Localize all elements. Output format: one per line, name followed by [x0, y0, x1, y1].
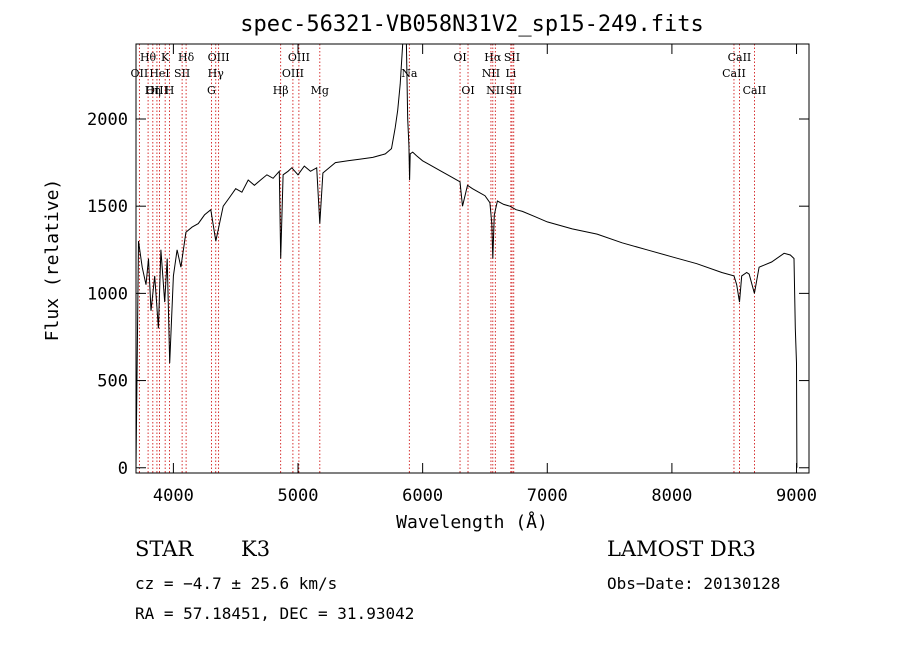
x-tick-label-3: 7000 — [527, 486, 568, 506]
line-label-2: OIII — [146, 84, 168, 97]
spectral-subclass: K3 — [241, 537, 271, 561]
x-tick-label-1: 5000 — [278, 486, 319, 506]
y-axis-ticks: 0 500 1000 1500 2000 — [87, 110, 809, 479]
line-label-17: OI — [453, 51, 466, 64]
line-label-12: Hβ — [273, 84, 289, 97]
line-label-20: NII — [482, 67, 500, 80]
line-label-5: K — [161, 51, 170, 64]
y-tick-label-2: 1000 — [87, 284, 128, 304]
line-label-9: OIII — [208, 51, 230, 64]
chart-title: spec-56321-VB058N31V2_sp15-249.fits — [240, 12, 704, 37]
y-tick-label-3: 1500 — [87, 197, 128, 217]
line-label-10: Hγ — [208, 67, 225, 80]
line-label-25: CaII — [728, 51, 752, 64]
line-label-14: OIII — [282, 67, 304, 80]
y-axis-label: Flux (relative) — [42, 179, 63, 342]
y-tick-label-4: 2000 — [87, 110, 128, 130]
plot-frame — [135, 43, 810, 474]
line-label-27: CaII — [743, 84, 767, 97]
object-type: STAR — [135, 537, 194, 561]
x-tick-label-2: 6000 — [402, 486, 443, 506]
line-label-15: Mg — [311, 84, 329, 97]
x-axis-ticks: 4000 5000 6000 7000 8000 9000 — [153, 44, 817, 506]
x-tick-label-4: 8000 — [651, 486, 692, 506]
line-label-3: HeI — [149, 67, 169, 80]
redshift-cz: cz = −4.7 ± 25.6 km/s — [135, 574, 338, 593]
y-tick-label-1: 500 — [97, 372, 128, 392]
line-label-24: SII — [506, 84, 522, 97]
x-tick-label-0: 4000 — [153, 486, 194, 506]
line-label-19: Hα — [484, 51, 502, 64]
line-label-1: OII — [131, 67, 149, 80]
line-label-0: Hθ — [140, 51, 157, 64]
line-label-7: H — [165, 84, 175, 97]
line-label-26: CaII — [722, 67, 746, 80]
spectrum-series — [135, 43, 798, 468]
line-label-18: OI — [461, 84, 474, 97]
line-label-6: SII — [174, 67, 190, 80]
line-label-22: SII — [504, 51, 520, 64]
x-tick-label-5: 9000 — [776, 486, 817, 506]
line-label-13: OIII — [288, 51, 310, 64]
line-label-16: Na — [401, 67, 418, 80]
line-label-23: Li — [505, 67, 516, 80]
survey-name: LAMOST DR3 — [607, 537, 756, 561]
spectrum-line — [135, 43, 798, 468]
ra-dec: RA = 57.18451, DEC = 31.93042 — [135, 604, 415, 623]
y-tick-label-0: 0 — [118, 459, 128, 479]
line-label-8: Hδ — [178, 51, 195, 64]
line-label-11: G — [207, 84, 216, 97]
x-axis-label: Wavelength (Å) — [396, 511, 548, 533]
obs-date: Obs−Date: 20130128 — [607, 574, 781, 593]
line-label-21: NII — [486, 84, 504, 97]
line-label-4: Hη — [145, 84, 161, 97]
line-markers: Hθ OII OIII HeI Hη K SII H Hδ OIII Hγ G Hβ OIII OIII Mg… — [131, 44, 767, 473]
